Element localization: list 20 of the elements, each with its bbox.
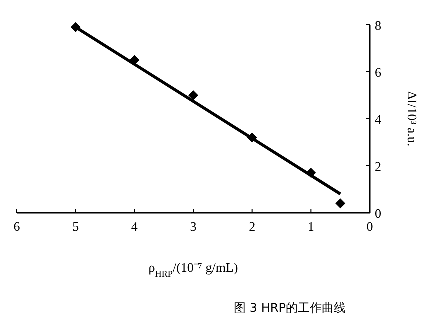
- point: [188, 90, 198, 100]
- x-tick-label: 5: [72, 219, 80, 234]
- x-tick-label: 3: [190, 219, 197, 234]
- x-axis-title: ρ$_{HRP}$/(10⁻⁷ g/mL): [148, 260, 238, 279]
- point: [306, 168, 316, 178]
- y-tick-label: 4: [375, 112, 382, 127]
- x-tick-label: 1: [308, 219, 314, 234]
- y-axis-title: ΔI/10³ a.u.: [405, 91, 420, 147]
- point: [130, 55, 140, 66]
- point: [247, 132, 258, 143]
- y-tick-label: 6: [375, 65, 382, 80]
- x-tick-label: 2: [249, 219, 256, 234]
- y-tick-label: 2: [375, 159, 382, 174]
- caption: 图 3 HRP的工作曲线: [234, 301, 346, 315]
- x-tick-label: 6: [14, 219, 21, 234]
- y-tick-label: 0: [375, 206, 382, 221]
- point: [70, 22, 81, 32]
- y-tick-label: 8: [375, 18, 382, 33]
- x-tick-label: 4: [131, 219, 138, 234]
- point: [336, 198, 346, 209]
